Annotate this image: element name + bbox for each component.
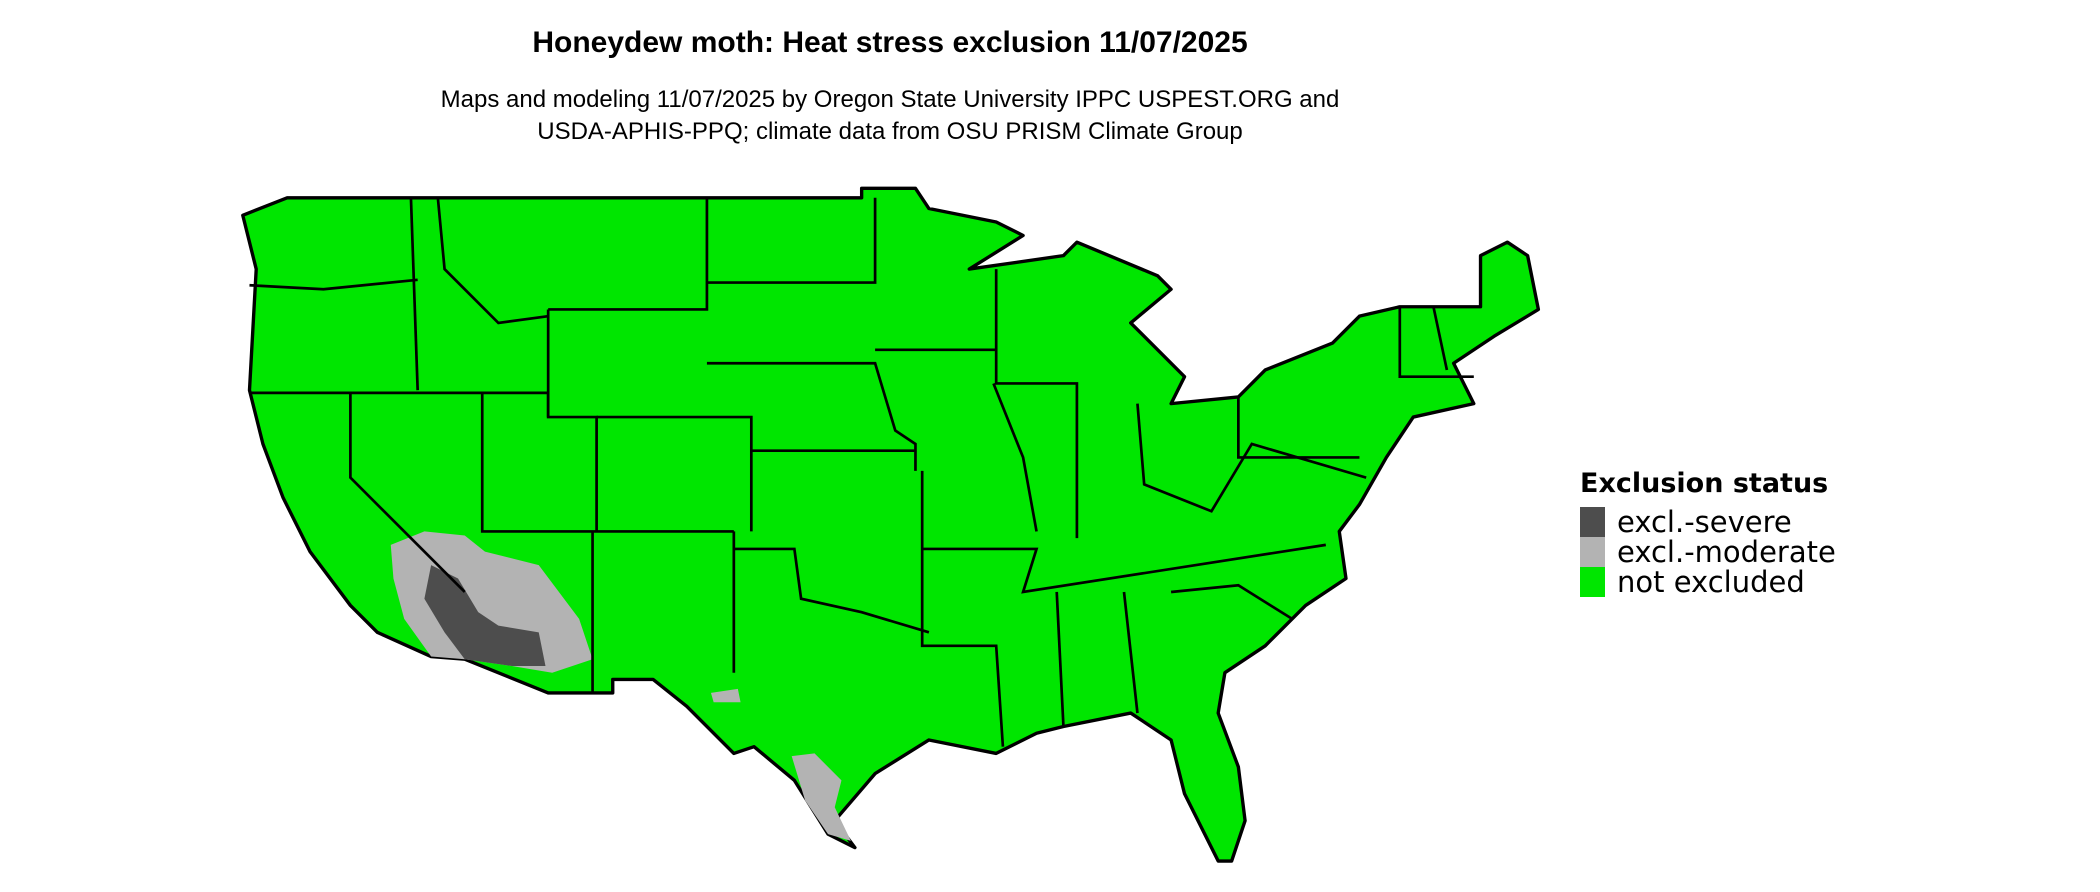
legend-swatch-moderate — [1580, 537, 1605, 567]
map-subtitle-line1: Maps and modeling 11/07/2025 by Oregon S… — [440, 86, 1340, 113]
legend-label: not excluded — [1617, 565, 1805, 599]
moderate-exclusion-south-texas — [791, 753, 851, 841]
moderate-exclusion-west-texas — [710, 688, 741, 703]
legend-swatch-not-excluded — [1580, 567, 1605, 597]
legend-item-moderate: excl.-moderate — [1580, 535, 1836, 569]
us-outline — [241, 186, 1541, 863]
legend-label: excl.-moderate — [1617, 535, 1836, 569]
legend-item-severe: excl.-severe — [1580, 505, 1836, 539]
map-title: Honeydew moth: Heat stress exclusion 11/… — [532, 26, 1248, 59]
state-borders — [249, 197, 1474, 747]
legend-label: excl.-severe — [1617, 505, 1792, 539]
map-subtitle-line2: USDA-APHIS-PPQ; climate data from OSU PR… — [537, 118, 1243, 145]
legend-swatch-severe — [1580, 507, 1605, 537]
legend: Exclusion status excl.-severe excl.-mode… — [1580, 468, 1836, 599]
severe-exclusion-southwest — [424, 565, 546, 666]
legend-title: Exclusion status — [1580, 468, 1829, 499]
legend-item-not-excluded: not excluded — [1580, 565, 1836, 599]
